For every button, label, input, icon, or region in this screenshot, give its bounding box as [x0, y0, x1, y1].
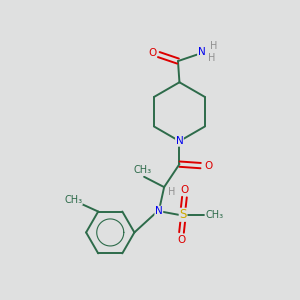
Text: N: N [176, 136, 183, 146]
Text: CH₃: CH₃ [64, 195, 82, 205]
Text: CH₃: CH₃ [134, 165, 152, 175]
Text: O: O [148, 48, 157, 58]
Text: CH₃: CH₃ [205, 210, 223, 220]
Text: O: O [180, 185, 189, 195]
Text: H: H [208, 53, 215, 63]
Text: H: H [210, 41, 217, 51]
Text: H: H [168, 187, 175, 196]
Text: S: S [179, 208, 187, 221]
Text: N: N [198, 47, 206, 57]
Text: O: O [177, 235, 186, 245]
Text: O: O [204, 160, 212, 171]
Text: N: N [155, 206, 163, 216]
